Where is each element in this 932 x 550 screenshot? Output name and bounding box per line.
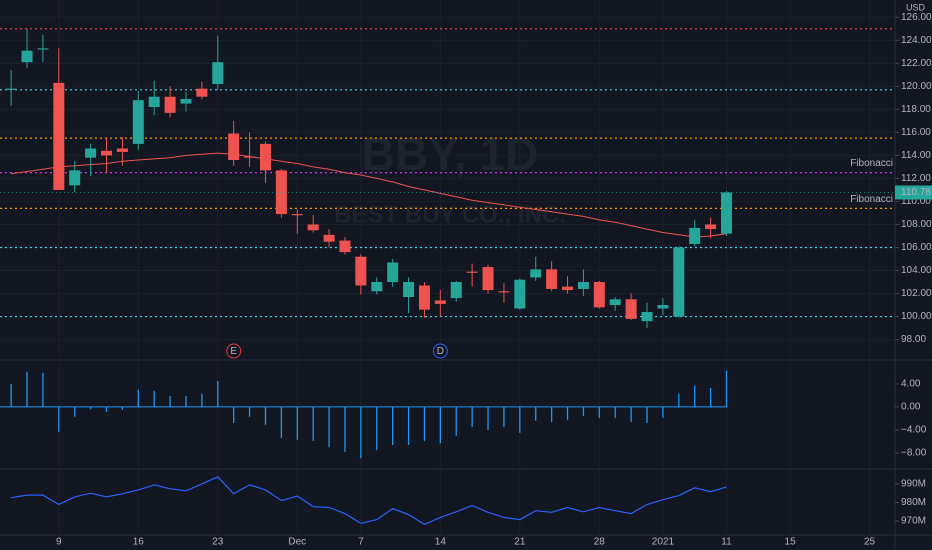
x-tick-label: 15 bbox=[785, 537, 797, 548]
y-tick-label: 98.00 bbox=[901, 334, 926, 345]
watermark: BBY, 1D bbox=[362, 128, 538, 180]
x-tick-label: 25 bbox=[864, 537, 876, 548]
candle-body bbox=[705, 224, 717, 230]
candle-body bbox=[546, 269, 558, 289]
candle-body bbox=[593, 282, 605, 308]
candle-body bbox=[689, 227, 701, 245]
y-tick-label: 104.00 bbox=[901, 265, 932, 276]
candle-body bbox=[641, 311, 653, 322]
x-tick-label: 21 bbox=[514, 537, 526, 548]
y-tick-label: 4.00 bbox=[901, 379, 921, 390]
candle-body bbox=[434, 300, 446, 304]
candle-body bbox=[132, 100, 144, 144]
candle-body bbox=[450, 282, 462, 299]
candle-body bbox=[720, 192, 732, 234]
candle-body bbox=[387, 262, 399, 283]
candle-body bbox=[244, 156, 256, 158]
candle-body bbox=[148, 96, 160, 108]
candle-body bbox=[530, 269, 542, 278]
candle-body bbox=[403, 282, 415, 297]
candle-body bbox=[259, 143, 271, 171]
event-label: D bbox=[437, 346, 444, 357]
y-tick-label: 980M bbox=[901, 497, 926, 508]
candle-body bbox=[21, 50, 33, 63]
y-tick-label: 108.00 bbox=[901, 219, 932, 230]
x-tick-label: 7 bbox=[358, 537, 364, 548]
candle-body bbox=[212, 62, 224, 85]
candle-body bbox=[673, 247, 685, 317]
watermark-subtitle: BEST BUY CO., INC. bbox=[334, 201, 566, 228]
candle-body bbox=[37, 48, 49, 50]
line-series bbox=[11, 476, 727, 526]
last-price-label: 110.78 bbox=[901, 187, 931, 198]
y-tick-label: 112.00 bbox=[901, 173, 931, 184]
level-annotation: Fibonacci bbox=[850, 158, 893, 169]
y-tick-label: 100.00 bbox=[901, 311, 932, 322]
candle-body bbox=[609, 299, 621, 306]
candle-body bbox=[355, 256, 367, 286]
candle-body bbox=[180, 98, 192, 104]
candle-body bbox=[196, 88, 208, 97]
y-tick-label: 0.00 bbox=[901, 402, 921, 413]
x-tick-label: 14 bbox=[435, 537, 447, 548]
event-label: E bbox=[230, 346, 237, 357]
y-tick-label: 106.00 bbox=[901, 242, 932, 253]
y-tick-label: 114.00 bbox=[901, 150, 931, 161]
moving-average bbox=[11, 152, 727, 238]
x-tick-label: 2021 bbox=[652, 537, 675, 548]
candle-body bbox=[323, 234, 335, 242]
candle-body bbox=[307, 224, 319, 231]
y-tick-label: 990M bbox=[901, 479, 926, 490]
candle-body bbox=[466, 271, 478, 273]
y-tick-label: −4.00 bbox=[901, 425, 927, 436]
candle-body bbox=[291, 214, 303, 216]
candle-body bbox=[85, 148, 97, 158]
event-marker bbox=[226, 343, 242, 359]
event-marker bbox=[432, 343, 448, 359]
y-tick-label: 118.00 bbox=[901, 104, 931, 115]
candle-body bbox=[164, 96, 176, 113]
candle-body bbox=[275, 170, 287, 215]
candle-body bbox=[498, 291, 510, 293]
candle-body bbox=[101, 150, 113, 156]
x-tick-label: Dec bbox=[288, 537, 306, 548]
y-tick-label: 126.00 bbox=[901, 12, 932, 23]
candle-body bbox=[577, 282, 589, 289]
candle-body bbox=[418, 285, 430, 310]
x-tick-label: 28 bbox=[594, 537, 606, 548]
candle-body bbox=[514, 279, 526, 309]
candle-body bbox=[562, 286, 574, 291]
x-tick-label: 16 bbox=[133, 537, 145, 548]
y-tick-label: 102.00 bbox=[901, 288, 932, 299]
y-tick-label: 124.00 bbox=[901, 35, 932, 46]
x-tick-label: 23 bbox=[212, 537, 224, 548]
y-tick-label: −8.00 bbox=[901, 448, 927, 459]
y-tick-label: 120.00 bbox=[901, 81, 932, 92]
candle-body bbox=[116, 148, 128, 152]
candle-body bbox=[339, 240, 351, 253]
y-tick-label: 110.00 bbox=[901, 196, 931, 207]
candle-body bbox=[228, 133, 240, 161]
x-tick-label: 11 bbox=[721, 537, 732, 548]
currency-label: USD bbox=[906, 2, 926, 12]
x-tick-label: 9 bbox=[56, 537, 62, 548]
y-tick-label: 122.00 bbox=[901, 58, 932, 69]
y-tick-label: 970M bbox=[901, 516, 926, 527]
candle-body bbox=[69, 170, 81, 186]
level-annotation: Fibonacci bbox=[850, 194, 893, 205]
y-tick-label: 116.00 bbox=[901, 127, 931, 138]
candle-body bbox=[657, 305, 669, 309]
candle-body bbox=[53, 82, 65, 190]
last-price-tag bbox=[895, 185, 932, 200]
candle-body bbox=[5, 88, 17, 90]
candle-body bbox=[371, 282, 383, 292]
candle-body bbox=[625, 299, 637, 319]
candle-body bbox=[482, 267, 494, 291]
